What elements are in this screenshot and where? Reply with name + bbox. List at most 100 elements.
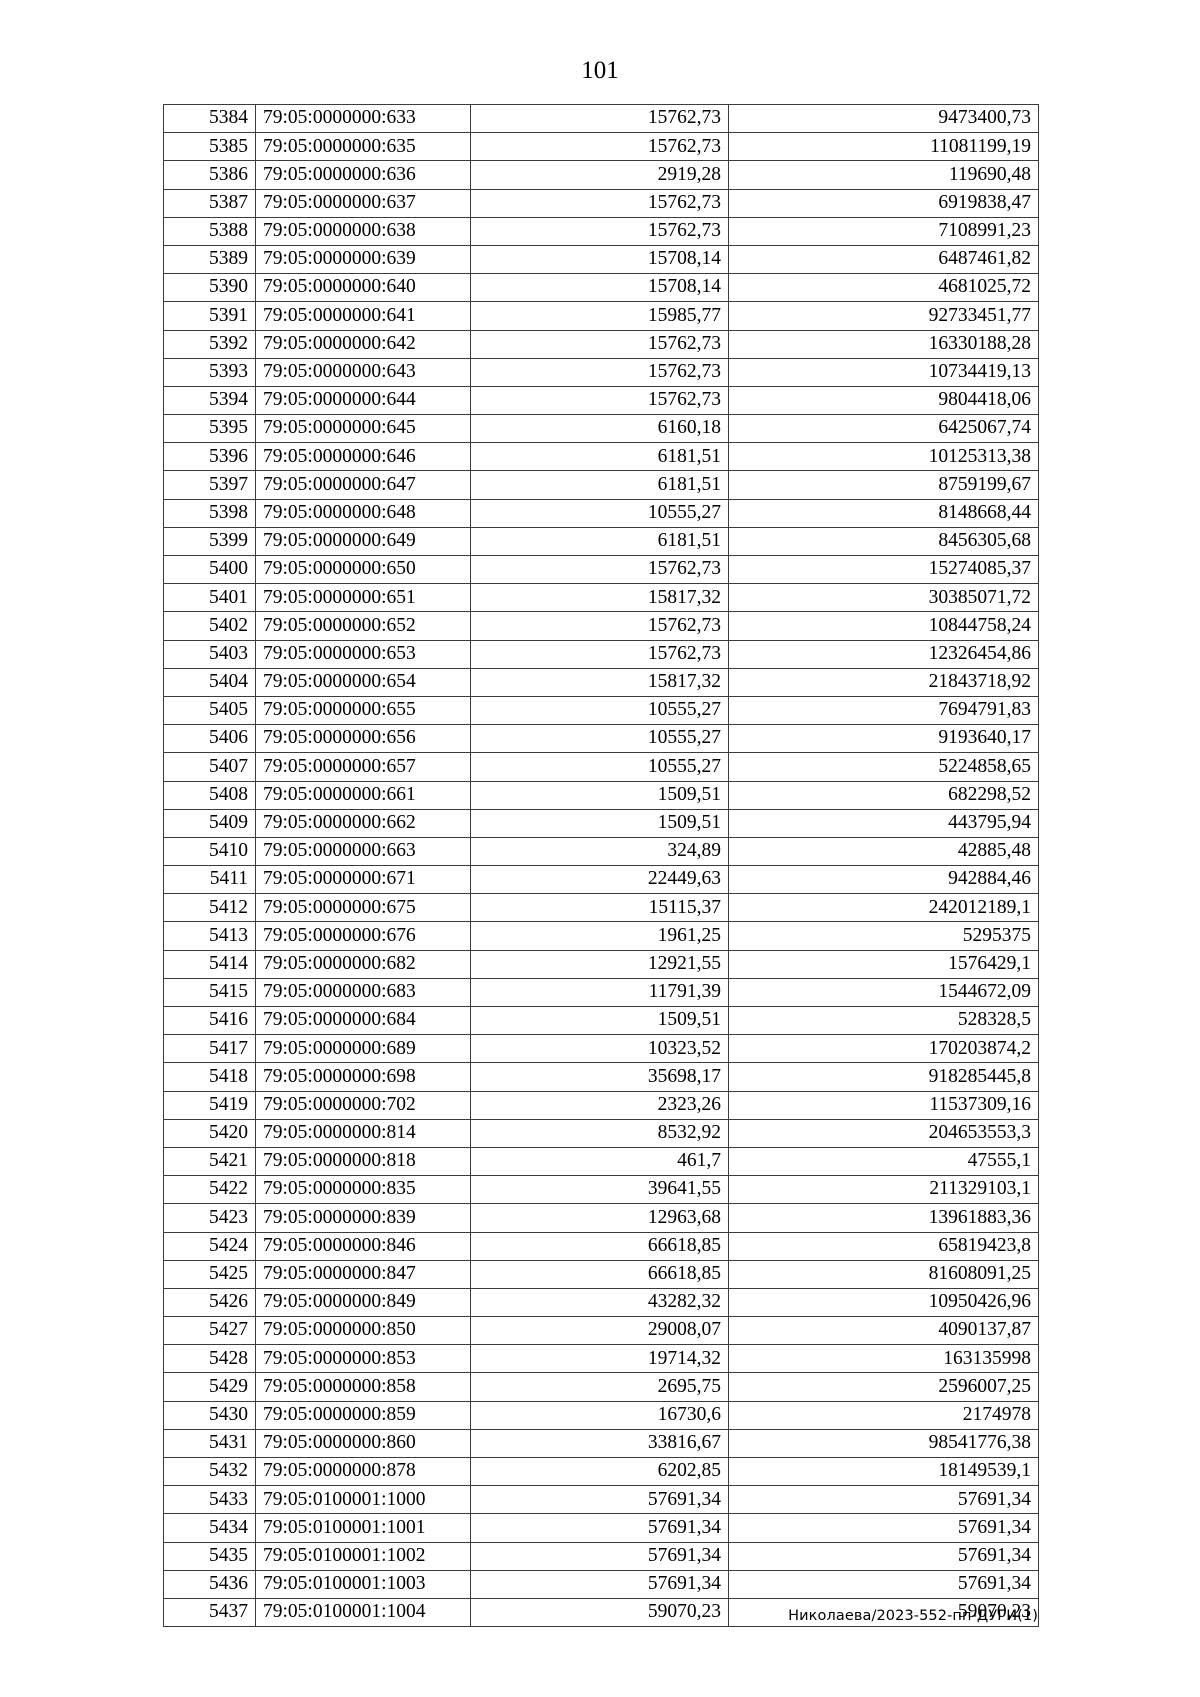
area-cell: 66618,85 [470,1259,729,1289]
cadastral-number-cell: 79:05:0000000:847 [255,1259,471,1289]
cadastral-table-container: 5384 79:05:0000000:633 15762,73 9473400,73 5… [163,103,1039,1628]
table-row: 5429 79:05:0000000:858 2695,75 2596007,25 [163,1372,1039,1402]
area-cell: 33816,67 [470,1428,729,1459]
cadastral-value-cell: 5224858,65 [728,752,1039,782]
cadastral-value-cell: 1544672,09 [728,977,1039,1008]
area-cell: 15762,73 [470,329,729,359]
cadastral-value-cell: 59070,23 [728,1597,1039,1628]
area-cell: 15762,73 [470,357,729,387]
cadastral-value-cell: 9193640,17 [728,724,1039,754]
cadastral-value-cell: 6425067,74 [728,414,1039,444]
footer-note: Николаева/2023-552-пп-ДУГИ(1) [788,1608,1038,1624]
cadastral-number-cell: 79:05:0000000:641 [255,301,471,331]
area-cell: 66618,85 [470,1231,729,1261]
row-index-cell: 5430 [163,1400,256,1430]
row-index-cell: 5419 [163,1090,256,1120]
row-index-cell: 5385 [163,132,256,162]
row-index-cell: 5426 [163,1287,256,1318]
cadastral-value-cell: 8148668,44 [728,498,1039,528]
row-index-cell: 5396 [163,442,256,472]
row-index-cell: 5392 [163,329,256,359]
row-index-cell: 5406 [163,724,256,754]
table-row: 5400 79:05:0000000:650 15762,73 15274085,37 [163,554,1039,585]
row-index-cell: 5395 [163,414,256,444]
row-index-cell: 5410 [163,836,256,867]
cadastral-value-cell: 57691,34 [728,1569,1039,1599]
row-index-cell: 5422 [163,1175,256,1205]
row-index-cell: 5408 [163,780,256,810]
cadastral-value-cell: 10734419,13 [728,357,1039,387]
table-row: 5435 79:05:0100001:1002 57691,34 57691,34 [163,1541,1039,1571]
cadastral-value-cell: 15274085,37 [728,554,1039,585]
row-index-cell: 5399 [163,526,256,557]
cadastral-value-cell: 170203874,2 [728,1034,1039,1064]
cadastral-value-cell: 10950426,96 [728,1287,1039,1318]
table-row: 5396 79:05:0000000:646 6181,51 10125313,38 [163,442,1039,472]
cadastral-value-cell: 4681025,72 [728,273,1039,303]
cadastral-number-cell: 79:05:0000000:652 [255,611,471,641]
cadastral-number-cell: 79:05:0000000:647 [255,470,471,500]
table-row: 5394 79:05:0000000:644 15762,73 9804418,06 [163,385,1039,416]
cadastral-value-cell: 2596007,25 [728,1372,1039,1402]
row-index-cell: 5393 [163,357,256,387]
table-row: 5413 79:05:0000000:676 1961,25 5295375 [163,921,1039,951]
cadastral-value-cell: 7694791,83 [728,695,1039,726]
cadastral-number-cell: 79:05:0100001:1004 [255,1597,471,1628]
row-index-cell: 5400 [163,554,256,585]
cadastral-value-cell: 57691,34 [728,1513,1039,1543]
row-index-cell: 5390 [163,273,256,303]
cadastral-value-cell: 204653553,3 [728,1118,1039,1148]
cadastral-value-cell: 11081199,19 [728,132,1039,162]
row-index-cell: 5398 [163,498,256,528]
cadastral-number-cell: 79:05:0000000:663 [255,836,471,867]
cadastral-value-cell: 9804418,06 [728,385,1039,416]
row-index-cell: 5411 [163,865,256,895]
row-index-cell: 5403 [163,639,256,669]
area-cell: 15762,73 [470,188,729,218]
row-index-cell: 5435 [163,1541,256,1571]
table-row: 5406 79:05:0000000:656 10555,27 9193640,17 [163,724,1039,754]
area-cell: 6181,51 [470,526,729,557]
row-index-cell: 5405 [163,695,256,726]
area-cell: 2919,28 [470,160,729,190]
table-row: 5395 79:05:0000000:645 6160,18 6425067,74 [163,414,1039,444]
table-row: 5432 79:05:0000000:878 6202,85 18149539,1 [163,1456,1039,1487]
area-cell: 57691,34 [470,1541,729,1571]
row-index-cell: 5437 [163,1597,256,1628]
cadastral-number-cell: 79:05:0000000:648 [255,498,471,528]
row-index-cell: 5420 [163,1118,256,1148]
area-cell: 15762,73 [470,132,729,162]
cadastral-value-cell: 47555,1 [728,1146,1039,1177]
area-cell: 15817,32 [470,583,729,613]
area-cell: 57691,34 [470,1569,729,1599]
area-cell: 29008,07 [470,1316,729,1346]
row-index-cell: 5394 [163,385,256,416]
area-cell: 10555,27 [470,752,729,782]
area-cell: 1509,51 [470,1005,729,1036]
cadastral-number-cell: 79:05:0000000:646 [255,442,471,472]
cadastral-value-cell: 10125313,38 [728,442,1039,472]
cadastral-number-cell: 79:05:0000000:649 [255,526,471,557]
row-index-cell: 5417 [163,1034,256,1064]
cadastral-number-cell: 79:05:0000000:675 [255,893,471,923]
cadastral-number-cell: 79:05:0000000:671 [255,865,471,895]
row-index-cell: 5391 [163,301,256,331]
cadastral-value-cell: 21843718,92 [728,667,1039,697]
table-row: 5387 79:05:0000000:637 15762,73 6919838,47 [163,188,1039,218]
row-index-cell: 5412 [163,893,256,923]
row-index-cell: 5423 [163,1203,256,1233]
cadastral-number-cell: 79:05:0000000:849 [255,1287,471,1318]
area-cell: 22449,63 [470,865,729,895]
table-row: 5419 79:05:0000000:702 2323,26 11537309,16 [163,1090,1039,1120]
cadastral-value-cell: 242012189,1 [728,893,1039,923]
cadastral-value-cell: 16330188,28 [728,329,1039,359]
row-index-cell: 5428 [163,1344,256,1374]
table-row: 5402 79:05:0000000:652 15762,73 10844758,24 [163,611,1039,641]
area-cell: 15115,37 [470,893,729,923]
page-number: 101 [581,57,619,84]
table-row: 5422 79:05:0000000:835 39641,55 211329103,1 [163,1175,1039,1205]
area-cell: 461,7 [470,1146,729,1177]
area-cell: 15762,73 [470,385,729,416]
area-cell: 324,89 [470,836,729,867]
area-cell: 2695,75 [470,1372,729,1402]
